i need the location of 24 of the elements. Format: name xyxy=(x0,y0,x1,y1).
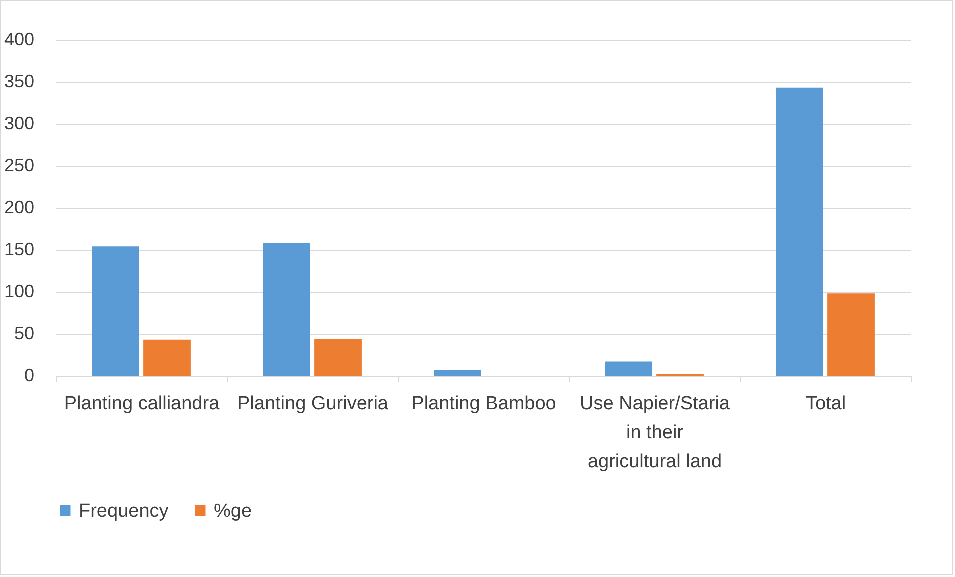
y-tick-label: 50 xyxy=(14,324,34,344)
y-tick-label: 0 xyxy=(24,366,34,386)
y-tick-label: 200 xyxy=(4,198,34,218)
bar xyxy=(144,340,191,376)
y-tick-label: 150 xyxy=(4,240,34,260)
bar xyxy=(92,246,140,376)
bar xyxy=(263,243,310,376)
y-tick-label: 350 xyxy=(4,72,34,92)
bar xyxy=(434,370,482,376)
x-tick-label: Planting Bamboo xyxy=(412,394,556,414)
y-tick-label: 400 xyxy=(4,30,34,50)
legend-label: Frequency xyxy=(79,500,170,522)
legend-label: %ge xyxy=(214,500,252,522)
bar xyxy=(314,339,362,376)
x-tick-label: Planting Guriveria xyxy=(237,394,389,414)
x-tick-label: Use Napier/Staria in their agricultural land xyxy=(580,394,730,472)
y-tick-label: 250 xyxy=(4,156,34,176)
bar xyxy=(605,362,652,376)
y-tick-label: 100 xyxy=(4,282,34,302)
bar xyxy=(828,294,875,376)
y-tick-label: 300 xyxy=(4,114,34,134)
x-tick-label: Total xyxy=(806,394,846,414)
bar xyxy=(776,88,824,376)
x-tick-label: Planting calliandra xyxy=(64,394,220,414)
